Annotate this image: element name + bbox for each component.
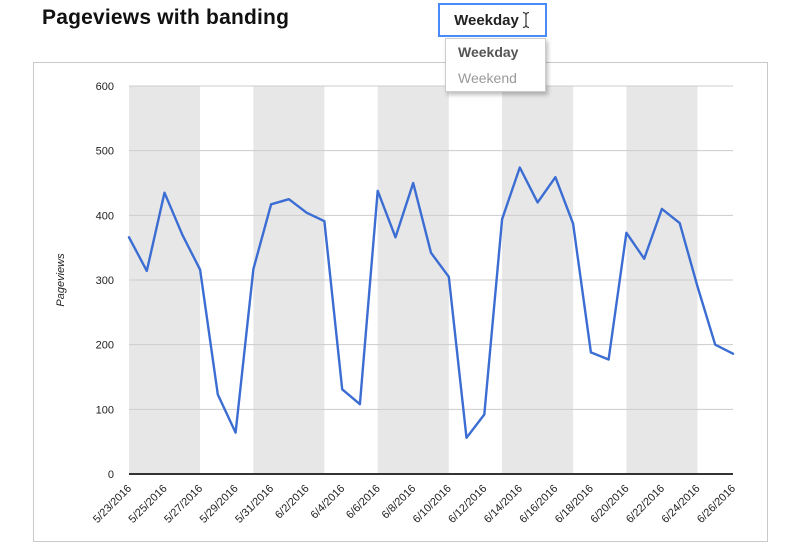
svg-text:6/4/2016: 6/4/2016 bbox=[309, 483, 348, 522]
pageviews-line-series bbox=[127, 166, 735, 439]
svg-text:500: 500 bbox=[96, 146, 114, 158]
band-selector-input[interactable]: Weekday bbox=[438, 3, 547, 37]
svg-text:6/26/2016: 6/26/2016 bbox=[695, 483, 738, 526]
chart-frame: 0 100 200 300 400 500 600 Pageviews 5/23/2016 5/2… bbox=[33, 62, 768, 542]
svg-text:6/2/2016: 6/2/2016 bbox=[273, 483, 312, 522]
band-selector-value: Weekday bbox=[454, 11, 519, 29]
svg-text:0: 0 bbox=[108, 469, 114, 481]
gridlines bbox=[129, 85, 733, 410]
svg-text:100: 100 bbox=[96, 404, 114, 416]
band-selector-menu: Weekday Weekend bbox=[445, 38, 546, 92]
y-axis-labels: 0 100 200 300 400 500 600 bbox=[96, 81, 114, 481]
y-axis-title: Pageviews bbox=[55, 253, 67, 307]
text-cursor-icon bbox=[521, 11, 531, 29]
svg-text:400: 400 bbox=[96, 210, 114, 222]
svg-text:300: 300 bbox=[96, 275, 114, 287]
menu-item-weekend[interactable]: Weekend bbox=[446, 65, 545, 91]
menu-item-weekday[interactable]: Weekday bbox=[446, 39, 545, 65]
svg-text:200: 200 bbox=[96, 340, 114, 352]
pageviews-chart: 0 100 200 300 400 500 600 Pageviews 5/23/20165/2… bbox=[55, 81, 738, 526]
svg-text:5/31/2016: 5/31/2016 bbox=[233, 483, 276, 526]
x-axis-labels: 5/23/20165/25/20165/27/20165/29/20165/31… bbox=[91, 483, 738, 526]
svg-text:6/6/2016: 6/6/2016 bbox=[344, 483, 383, 522]
page-title: Pageviews with banding bbox=[42, 6, 290, 29]
svg-text:600: 600 bbox=[96, 81, 114, 93]
